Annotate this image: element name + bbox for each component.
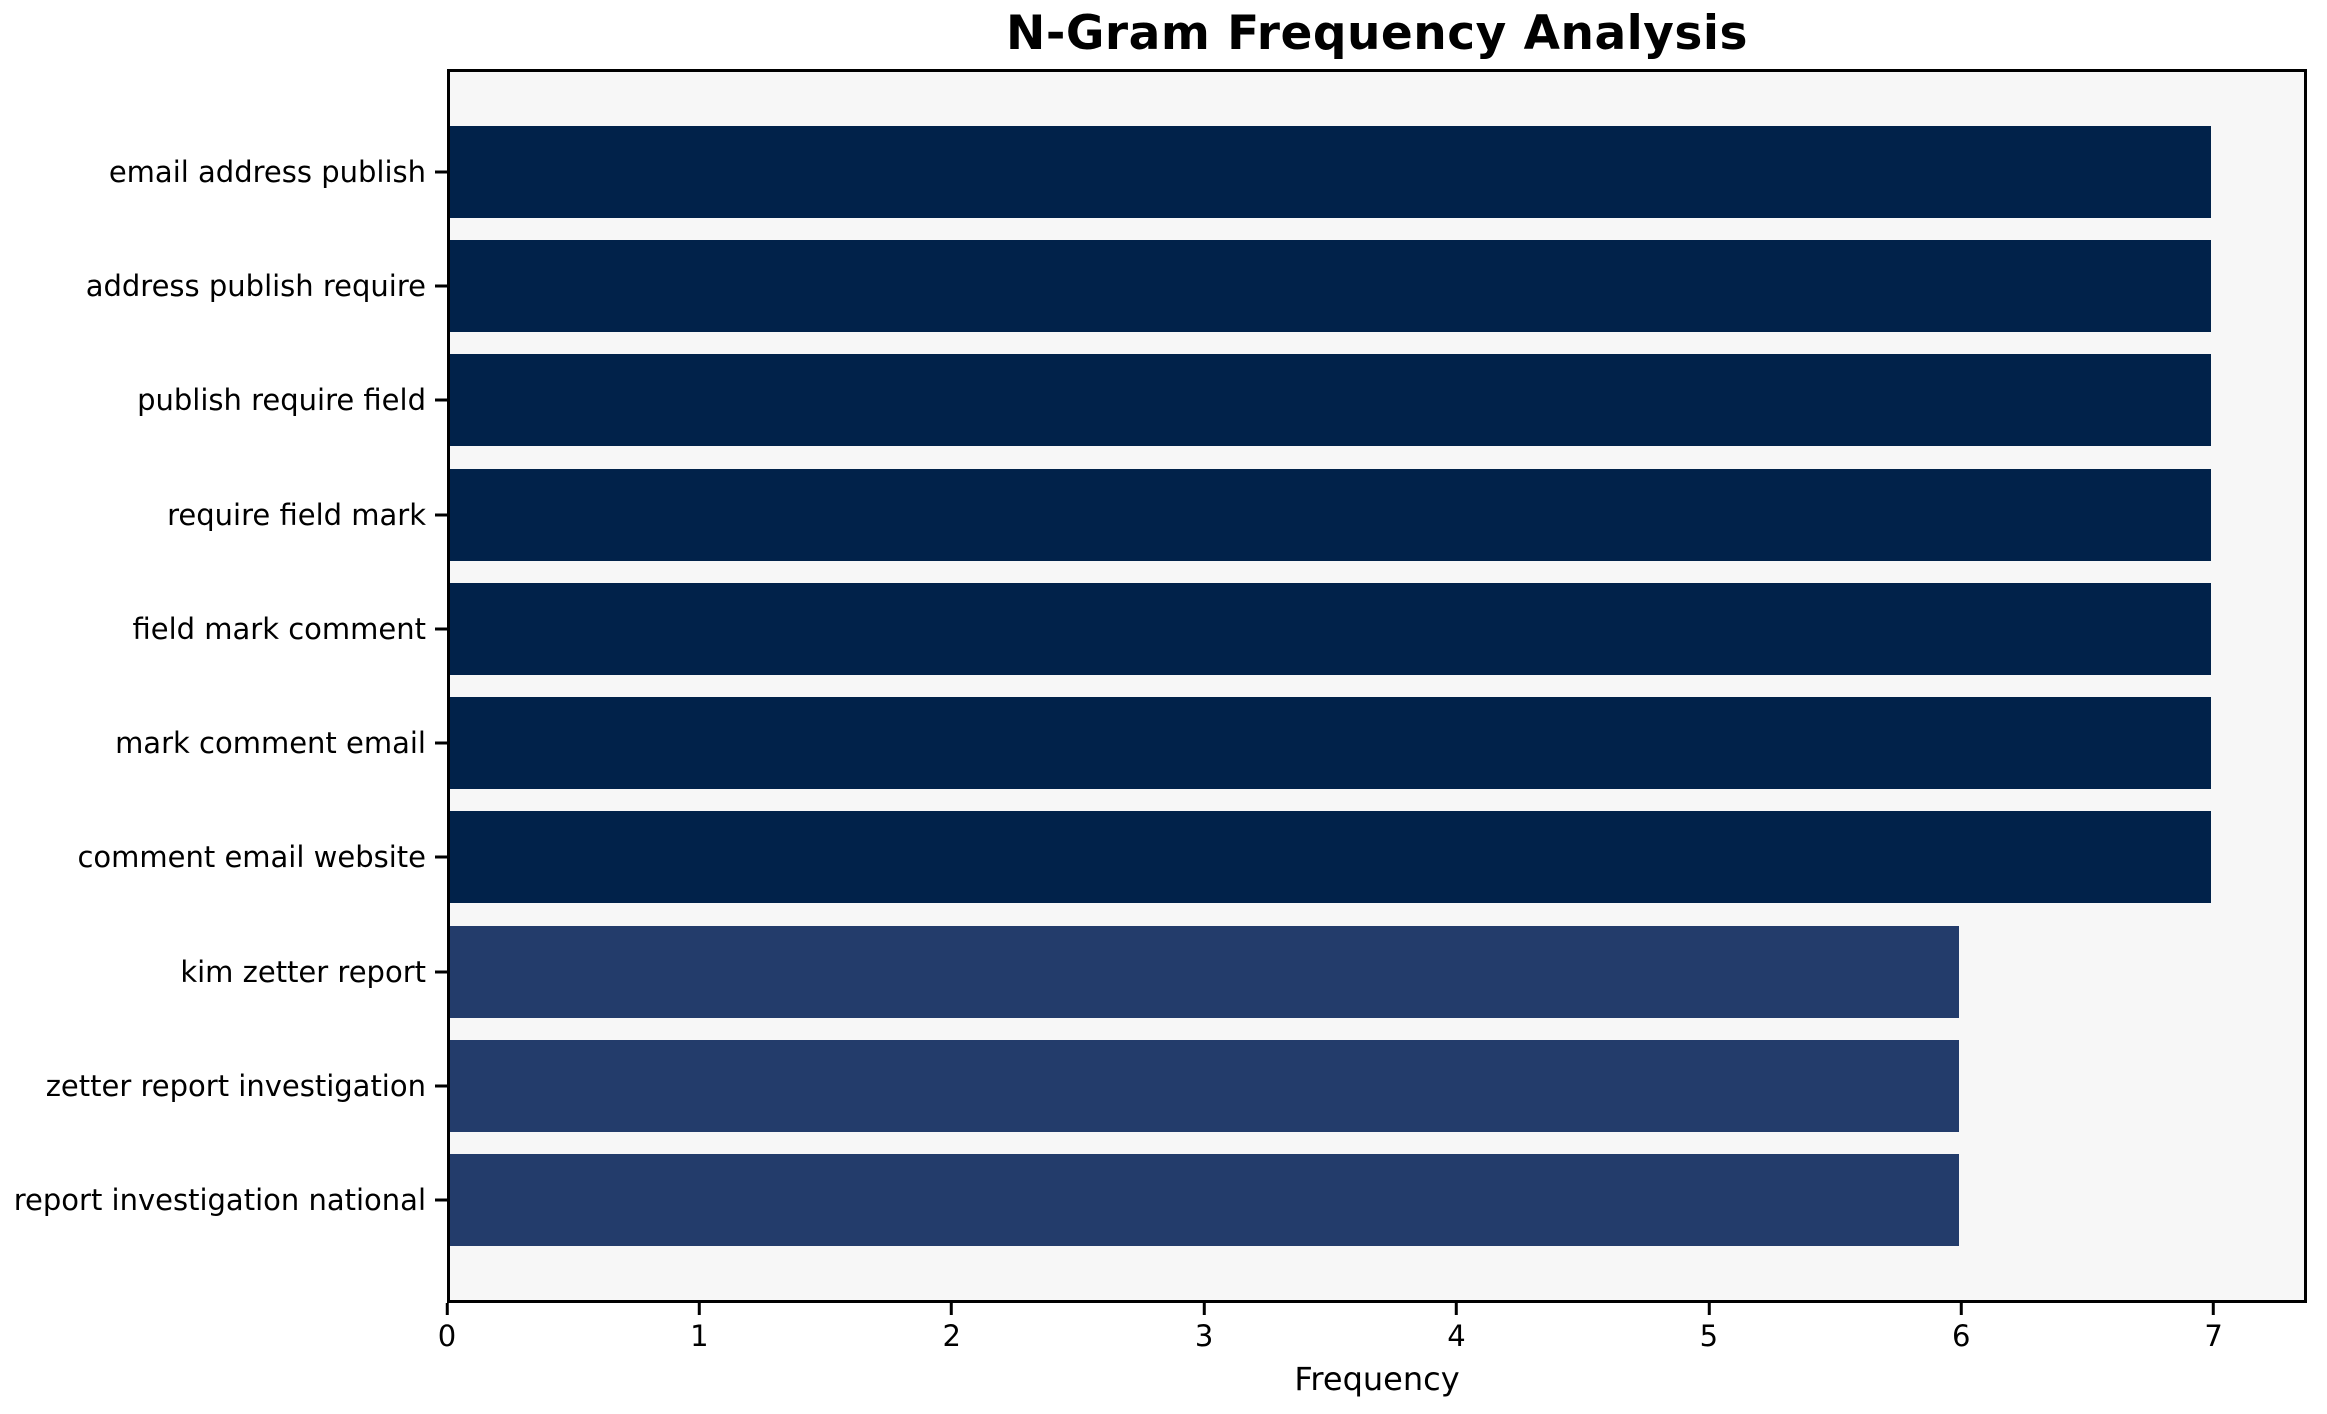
y-tick-label: report investigation national [13,1182,426,1217]
y-tick-label: email address publish [108,155,426,189]
y-tick-label: field mark comment [132,611,426,646]
y-tick-mark [435,855,447,859]
x-tick-mark [1454,1303,1458,1315]
y-tick-label: require field mark [167,497,426,532]
bar-row: zetter report investigation [46,1039,2304,1132]
x-tick: 0 [438,1303,456,1351]
bar-row: mark comment email [115,697,2304,790]
x-tick: 6 [1952,1303,1970,1351]
y-tick-mark [435,513,447,517]
bar-row: comment email website [77,811,2304,904]
y-tick-mark [435,284,447,288]
y-tick-mark [435,398,447,402]
y-tick-mark [435,170,447,174]
x-tick: 1 [690,1303,709,1353]
bar [450,811,2211,904]
x-tick-number: 2 [942,1319,961,1353]
bar [450,1039,1960,1132]
x-tick-number: 3 [1194,1319,1214,1353]
bar [450,126,2211,218]
x-tick: 7 [2204,1303,2223,1353]
bar-row: require field mark [167,468,2304,561]
x-tick: 4 [1447,1303,1466,1353]
x-axis-label: Frequency [1294,1360,1460,1398]
y-tick-label: comment email website [77,840,426,875]
x-tick-number: 1 [690,1319,709,1353]
y-tick-label: kim zetter report [180,954,426,989]
bar-row: kim zetter report [180,925,2304,1018]
x-tick-mark [697,1303,701,1315]
x-tick-mark [1202,1303,1206,1315]
x-tick: 5 [1700,1303,1718,1351]
x-tick-mark [2212,1303,2216,1315]
bar-row: publish require field [137,354,2304,447]
bar-row: email address publish [109,126,2304,218]
bars-container: email address publish address publish req… [14,72,2304,1300]
x-tick-mark [1707,1303,1711,1315]
bar [450,925,1960,1018]
bar [450,697,2211,790]
x-tick-number: 5 [1699,1319,1719,1353]
bar [450,240,2211,333]
y-tick-mark [435,741,447,745]
x-tick-mark [950,1303,954,1315]
bar-row: address publish require [86,240,2304,333]
x-tick: 3 [1195,1303,1213,1351]
bar [450,582,2211,675]
y-tick-label: publish require field [137,383,426,418]
y-tick-mark [435,1084,447,1088]
y-tick-mark [435,970,447,974]
x-axis-ticks: 0 1 2 3 4 5 6 7 [438,1303,2307,1363]
chart-title: N-Gram Frequency Analysis [1006,6,1748,61]
x-tick-number: 4 [1447,1319,1466,1353]
y-tick-label: address publish require [85,269,426,304]
bar [450,1153,1960,1246]
x-tick-mark [445,1303,449,1315]
plot-area: email address publish address publish req… [14,69,2307,1303]
x-tick-number: 7 [2204,1319,2223,1353]
x-tick: 2 [943,1303,961,1351]
x-tick-mark [1959,1303,1963,1315]
x-tick-number: 6 [1952,1319,1971,1353]
y-tick-mark [435,627,447,631]
bar [450,468,2211,561]
y-tick-label: mark comment email [115,726,426,761]
y-tick-mark [435,1198,447,1202]
bar [450,354,2211,447]
bar-row: report investigation national [14,1153,2304,1246]
bar-row: field mark comment [132,582,2304,675]
y-tick-label: zetter report investigation [45,1068,426,1103]
x-tick-number: 0 [437,1319,457,1353]
